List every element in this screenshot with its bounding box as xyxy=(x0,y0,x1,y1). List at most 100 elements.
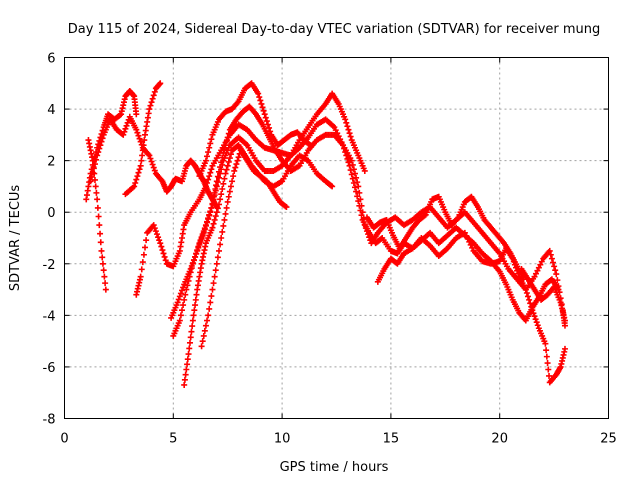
data-point xyxy=(257,97,264,104)
data-point xyxy=(349,161,356,168)
data-point xyxy=(345,126,352,133)
x-tick-label: 25 xyxy=(600,432,617,447)
data-point xyxy=(466,238,473,245)
data-point xyxy=(206,144,213,151)
data-point xyxy=(208,204,215,211)
data-point xyxy=(514,267,521,274)
data-point xyxy=(89,161,96,168)
data-point xyxy=(260,107,267,114)
data-point xyxy=(159,247,166,254)
data-point xyxy=(132,179,139,186)
data-point xyxy=(193,291,200,298)
series-sat-j xyxy=(196,80,314,180)
data-point xyxy=(152,228,159,235)
data-point xyxy=(134,129,141,136)
data-point xyxy=(136,135,143,142)
data-point xyxy=(120,131,127,138)
data-point xyxy=(180,302,187,309)
data-point xyxy=(224,162,231,169)
data-point xyxy=(181,381,188,388)
data-point xyxy=(151,88,158,95)
data-point xyxy=(350,179,357,186)
data-point xyxy=(116,112,123,119)
data-point xyxy=(141,137,148,144)
data-point xyxy=(214,173,221,180)
data-point xyxy=(354,179,361,186)
grid xyxy=(64,57,609,419)
data-point xyxy=(102,280,109,287)
data-point xyxy=(162,257,169,264)
data-point xyxy=(158,243,165,250)
data-point xyxy=(133,111,140,118)
data-point xyxy=(346,130,353,137)
data-point xyxy=(206,305,213,312)
data-point xyxy=(87,170,94,177)
data-point xyxy=(155,234,162,241)
data-point xyxy=(207,208,214,215)
series-sat-i xyxy=(198,147,290,350)
data-point xyxy=(177,312,184,319)
data-point xyxy=(92,183,99,190)
y-tick-label: 4 xyxy=(47,103,55,118)
data-point xyxy=(522,286,529,293)
data-point xyxy=(332,127,339,134)
data-point xyxy=(136,166,143,173)
data-point xyxy=(205,312,212,319)
data-marks xyxy=(83,80,568,388)
y-tick-label: -4 xyxy=(43,309,56,324)
series-sat-a xyxy=(85,137,109,293)
data-point xyxy=(282,203,289,210)
data-point xyxy=(546,247,553,254)
data-point xyxy=(153,231,160,238)
data-point xyxy=(509,255,516,262)
series-sat-l xyxy=(374,229,568,386)
data-point xyxy=(189,323,196,330)
data-point xyxy=(547,251,554,258)
data-point xyxy=(186,345,193,352)
data-point xyxy=(175,296,182,303)
data-point xyxy=(546,372,553,379)
data-point xyxy=(218,191,225,198)
y-tick-label: -6 xyxy=(43,361,56,376)
data-point xyxy=(215,168,222,175)
data-point xyxy=(351,184,358,191)
data-point xyxy=(221,216,228,223)
data-point xyxy=(222,210,229,217)
data-point xyxy=(94,144,101,151)
data-point xyxy=(561,317,568,324)
data-point xyxy=(97,134,104,141)
chart-title: Day 115 of 2024, Sidereal Day-to-day VTE… xyxy=(68,22,601,37)
data-point xyxy=(227,183,234,190)
data-point xyxy=(194,247,201,254)
data-point xyxy=(523,290,530,297)
data-point xyxy=(151,225,158,232)
data-point xyxy=(527,300,534,307)
data-point xyxy=(225,130,232,137)
data-point xyxy=(174,299,181,306)
data-point xyxy=(138,266,145,273)
data-point xyxy=(199,231,206,238)
data-point xyxy=(201,327,208,334)
data-point xyxy=(214,254,221,261)
data-point xyxy=(192,296,199,303)
data-point xyxy=(97,230,104,237)
data-point xyxy=(231,167,238,174)
data-point xyxy=(202,322,209,329)
data-point xyxy=(219,154,226,161)
data-point xyxy=(261,111,268,118)
data-point xyxy=(230,173,237,180)
data-point xyxy=(328,182,335,189)
data-point xyxy=(211,216,218,223)
data-point xyxy=(225,158,232,165)
data-point xyxy=(131,183,138,190)
data-point xyxy=(99,260,106,267)
data-point xyxy=(149,95,156,102)
data-point xyxy=(353,174,360,181)
data-point xyxy=(157,240,164,247)
data-point xyxy=(515,270,522,277)
data-point xyxy=(146,152,153,159)
data-point xyxy=(232,164,239,171)
data-point xyxy=(182,371,189,378)
data-point xyxy=(366,234,373,241)
data-point xyxy=(190,257,197,264)
